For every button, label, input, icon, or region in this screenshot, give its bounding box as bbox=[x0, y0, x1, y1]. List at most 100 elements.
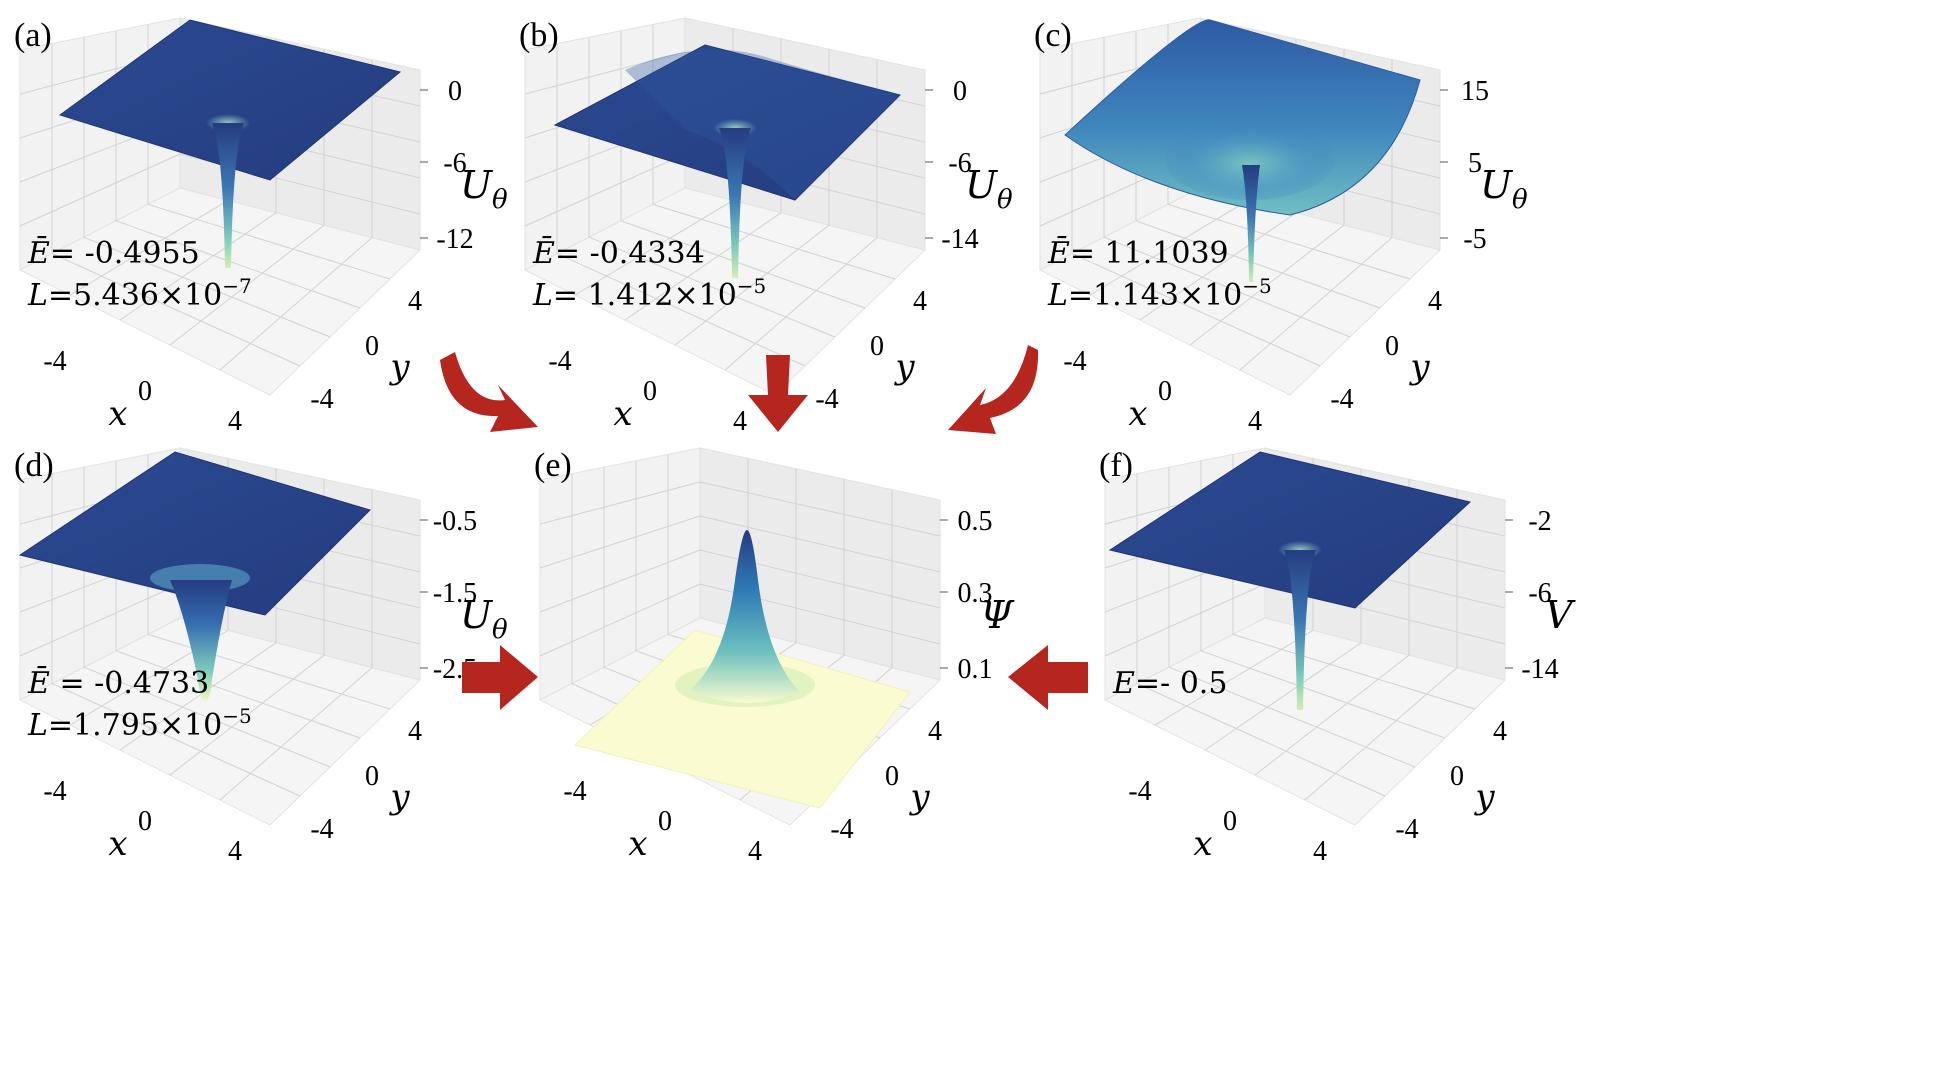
arrow-b-to-e bbox=[748, 355, 808, 432]
panel-label: (b) bbox=[519, 17, 559, 54]
annotation-value: = -0.4334 bbox=[555, 236, 705, 271]
grid-line bbox=[219, 237, 373, 371]
z-tick-label: -1.5 bbox=[433, 578, 477, 609]
z-axis-label: V bbox=[1545, 593, 1576, 637]
annotation-value: = -0.4733 bbox=[50, 666, 209, 701]
z-tick-label: 0.3 bbox=[958, 578, 993, 609]
grid-line bbox=[83, 236, 331, 338]
grid-line bbox=[147, 203, 391, 280]
grid-line bbox=[524, 153, 686, 227]
annotation-line: Ē= -0.4955 bbox=[27, 236, 200, 271]
y-axis-label: y bbox=[1408, 347, 1430, 387]
z-tick-label: 5 bbox=[1468, 148, 1482, 179]
grid-line bbox=[1200, 650, 1446, 739]
floor-pane bbox=[1038, 187, 1441, 396]
y-tick-label: 4 bbox=[1493, 716, 1507, 747]
axis-labels: x y Ψ bbox=[628, 593, 1015, 864]
annotation-exponent: −5 bbox=[737, 274, 766, 298]
x-tick-label: 0 bbox=[643, 376, 657, 407]
grid-line bbox=[539, 515, 701, 569]
panel-label: (e) bbox=[534, 447, 572, 484]
x-tick-label: 4 bbox=[228, 836, 242, 867]
grid-line bbox=[1204, 642, 1362, 751]
grid-line bbox=[1135, 220, 1381, 309]
grid-line bbox=[652, 203, 896, 280]
panel-label: (f) bbox=[1099, 447, 1133, 484]
grid-line bbox=[115, 220, 361, 309]
x-tick-label: 0 bbox=[138, 376, 152, 407]
annotation-exponent: −5 bbox=[1242, 274, 1271, 298]
grid-line bbox=[51, 683, 301, 797]
annotation-value: = -0.4955 bbox=[50, 236, 200, 271]
annotation-line: L=1.795×10−5 bbox=[27, 704, 252, 743]
z-tick-label: 15 bbox=[1461, 76, 1489, 107]
y-axis-label: y bbox=[388, 777, 410, 817]
grid-line bbox=[524, 51, 686, 95]
grid-line bbox=[1104, 583, 1266, 657]
grid-line bbox=[83, 666, 331, 768]
wavefunction-peak bbox=[690, 530, 800, 704]
grid-line bbox=[19, 153, 181, 227]
annotation-value: = 1.412×10 bbox=[553, 278, 737, 313]
grid-line bbox=[119, 642, 277, 751]
z-axis-label-subscript: θ bbox=[997, 185, 1013, 215]
x-tick-label: -4 bbox=[563, 776, 586, 807]
z-axis-label: Uθ bbox=[965, 163, 1013, 215]
y-axis-label: y bbox=[388, 347, 410, 387]
z-axis-label-subscript: θ bbox=[492, 615, 508, 645]
flow-arrows bbox=[440, 345, 1088, 710]
y-tick-label: 0 bbox=[365, 761, 379, 792]
grid-line bbox=[51, 253, 301, 367]
surface bbox=[18, 451, 371, 702]
grid-line bbox=[1089, 199, 1249, 296]
grid-line bbox=[699, 515, 941, 573]
y-axis-label: y bbox=[1473, 777, 1495, 817]
x-axis-label: x bbox=[628, 824, 647, 864]
annotation-value: =1.143×10 bbox=[1068, 278, 1242, 313]
y-tick-label: -4 bbox=[310, 384, 333, 415]
arrow-c-to-e bbox=[948, 345, 1039, 434]
grid-line bbox=[1304, 667, 1458, 801]
tick-labels: -404-404-2-6-14 bbox=[1128, 506, 1558, 867]
y-tick-label: 4 bbox=[1428, 286, 1442, 317]
z-axis-label: Uθ bbox=[1480, 163, 1528, 215]
panel-label: (d) bbox=[14, 447, 54, 484]
annotation-var: Ē bbox=[27, 666, 50, 701]
grid-line bbox=[574, 199, 734, 296]
potential-well bbox=[1242, 165, 1260, 282]
y-tick-label: -4 bbox=[815, 384, 838, 415]
z-axis-label: Ψ bbox=[980, 593, 1015, 637]
y-tick-label: -4 bbox=[1395, 814, 1418, 845]
surface-ridge bbox=[625, 49, 900, 200]
y-axis-label: y bbox=[893, 347, 915, 387]
floor-pane bbox=[523, 187, 926, 396]
x-tick-label: -4 bbox=[43, 776, 66, 807]
annotation-line: L=5.436×10−7 bbox=[27, 274, 252, 313]
axis-labels: x y Uθ bbox=[108, 593, 508, 864]
grid-line bbox=[1167, 203, 1411, 280]
y-tick-label: 4 bbox=[408, 716, 422, 747]
surface-plane bbox=[1108, 451, 1472, 609]
x-tick-label: 0 bbox=[1223, 806, 1237, 837]
x-tick-label: 4 bbox=[748, 836, 762, 867]
grid-line bbox=[1232, 633, 1476, 710]
grid-line bbox=[1136, 683, 1386, 797]
annotation-var: L bbox=[1047, 278, 1068, 313]
x-tick-label: -4 bbox=[1128, 776, 1151, 807]
x-axis-label: x bbox=[1128, 394, 1147, 434]
grid-line bbox=[674, 224, 830, 346]
annotation-line: L= 1.412×10−5 bbox=[532, 274, 766, 313]
y-tick-label: 0 bbox=[870, 331, 884, 362]
annotation-line: E=- 0.5 bbox=[1112, 666, 1227, 701]
potential-well bbox=[170, 580, 232, 702]
x-tick-label: 0 bbox=[1158, 376, 1172, 407]
x-axis-label: x bbox=[1193, 824, 1212, 864]
annotation-var: Ē bbox=[27, 236, 50, 271]
